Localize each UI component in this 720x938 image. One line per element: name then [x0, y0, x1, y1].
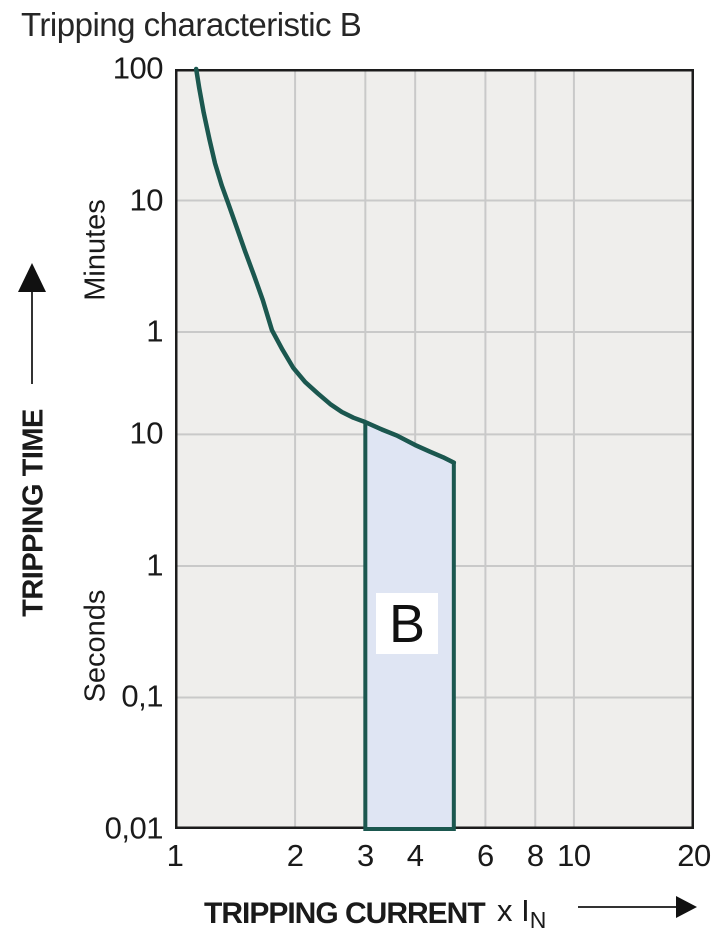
y-tick-label: 10	[129, 415, 164, 451]
y-tick-label: 1	[146, 313, 163, 349]
x-axis-unit: x IN	[497, 893, 546, 934]
x-tick-label: 1	[166, 838, 184, 873]
x-unit-subscript: N	[529, 907, 547, 934]
y-tick-label: 0,01	[104, 810, 164, 846]
region-b-label: B	[388, 593, 426, 654]
x-axis-title: TRIPPING CURRENT	[204, 897, 486, 930]
y-tick-label: 10	[129, 181, 164, 217]
x-tick-label: 3	[356, 838, 374, 873]
y-axis-up-arrow-icon	[18, 263, 46, 384]
region-b-label-box: B	[376, 593, 438, 654]
y-tick-label: 1	[146, 547, 163, 583]
y-tick-label: 100	[112, 50, 164, 86]
x-unit-prefix: x I	[497, 893, 530, 928]
x-tick-label: 2	[286, 838, 304, 873]
y-tick-label: 0,1	[121, 678, 163, 714]
x-tick-label: 20	[677, 838, 711, 873]
y-unit-seconds-label: Seconds	[79, 589, 112, 703]
page-title: Tripping characteristic B	[21, 6, 362, 43]
x-tick-label: 8	[526, 838, 544, 873]
x-tick-label: 10	[557, 838, 591, 873]
thermal-tripping-curve	[193, 66, 457, 465]
y-axis-title: TRIPPING TIME	[17, 409, 50, 617]
plot-area	[175, 66, 694, 831]
x-axis-right-arrow-icon	[578, 896, 697, 918]
y-unit-minutes-label: Minutes	[79, 199, 112, 301]
x-tick-label: 6	[477, 838, 494, 873]
x-tick-label: 4	[406, 838, 424, 873]
